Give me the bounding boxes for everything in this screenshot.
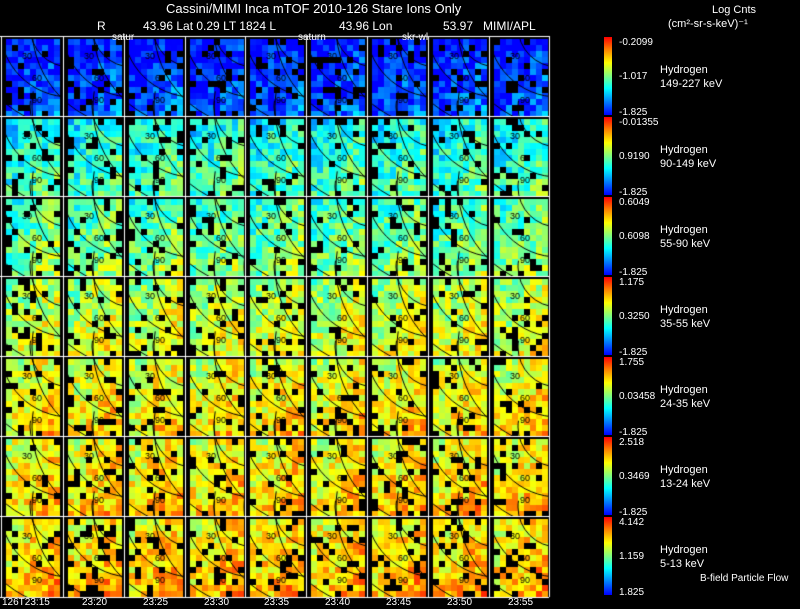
time-tick-label: 23:20 (82, 597, 108, 608)
colorbar (604, 37, 612, 115)
energy-range-label: 35-55 keV (660, 318, 711, 330)
colorbar-max-label: -0.2099 (619, 37, 653, 48)
time-tick-label: 23:45 (386, 597, 412, 608)
time-tick-label: 23:55 (508, 597, 534, 608)
colorbar-mid-label: 0.3469 (619, 471, 650, 482)
r-label: R (97, 19, 106, 33)
overlay-label-satur: satur (112, 32, 135, 43)
colorbar-max-label: -0.01355 (619, 117, 659, 128)
footer-note: B-field Particle Flow (700, 573, 789, 584)
colorbar-max-label: 1.175 (619, 277, 645, 288)
colorbar-mid-label: 0.6098 (619, 231, 650, 242)
lat-lt-l-readout: 43.96 Lat 0.29 LT 1824 L (143, 19, 277, 33)
colorbar-max-label: 2.518 (619, 437, 645, 448)
colorbar-mid-label: -1.017 (619, 71, 648, 82)
colorbar-min-label: -1.825 (619, 427, 648, 438)
colorbar (604, 517, 612, 595)
time-tick-label: 23:35 (264, 597, 290, 608)
colorbar (604, 277, 612, 355)
species-label: Hydrogen (660, 224, 708, 236)
species-label: Hydrogen (660, 384, 708, 396)
colorbar (604, 437, 612, 515)
species-label: Hydrogen (660, 304, 708, 316)
time-tick-label: 126T23:15 (2, 597, 50, 608)
species-label: Hydrogen (660, 144, 708, 156)
colorbar (604, 197, 612, 275)
colorbar (604, 117, 612, 195)
time-tick-label: 23:50 (447, 597, 473, 608)
colorbar-min-label: -1.825 (619, 187, 648, 198)
colorbar-units: (cm²-sr-s-keV)⁻¹ (668, 18, 748, 30)
colorbar-max-label: 0.6049 (619, 197, 650, 208)
species-label: Hydrogen (660, 64, 708, 76)
lon-readout: 43.96 Lon (339, 19, 393, 33)
species-label: Hydrogen (660, 464, 708, 476)
colorbar-units-title: Log Cnts (712, 4, 757, 16)
colorbar-mid-label: 0.03458 (619, 391, 656, 402)
overlay-label-saturn: saturn (298, 32, 326, 43)
value-readout: 53.97 (443, 19, 474, 33)
energy-range-label: 90-149 keV (660, 158, 717, 170)
overlay-label-skr: skr-wl (402, 32, 429, 43)
colorbar-min-label: 1.825 (619, 587, 645, 598)
colorbar-max-label: 1.755 (619, 357, 645, 368)
energy-range-label: 55-90 keV (660, 238, 711, 250)
time-tick-label: 23:30 (204, 597, 230, 608)
energy-range-label: 13-24 keV (660, 478, 711, 490)
colorbar-min-label: -1.825 (619, 347, 648, 358)
species-label: Hydrogen (660, 544, 708, 556)
colorbar-mid-label: 1.159 (619, 551, 645, 562)
colorbar-mid-label: 0.3250 (619, 311, 650, 322)
colorbar-min-label: -1.825 (619, 267, 648, 278)
energy-range-label: 5-13 keV (660, 558, 705, 570)
colorbar-mid-label: 0.9190 (619, 151, 650, 162)
time-tick-label: 23:40 (325, 597, 351, 608)
plot-title: Cassini/MIMI Inca mTOF 2010-126 Stare Io… (166, 1, 462, 16)
time-tick-label: 23:25 (143, 597, 169, 608)
colorbar-min-label: -1.825 (619, 107, 648, 118)
mission-label: MIMI/APL (483, 19, 536, 33)
colorbar-max-label: 4.142 (619, 517, 645, 528)
colorbar (604, 357, 612, 435)
energy-range-label: 149-227 keV (660, 78, 723, 90)
energy-range-label: 24-35 keV (660, 398, 711, 410)
colorbar-min-label: -1.825 (619, 507, 648, 518)
